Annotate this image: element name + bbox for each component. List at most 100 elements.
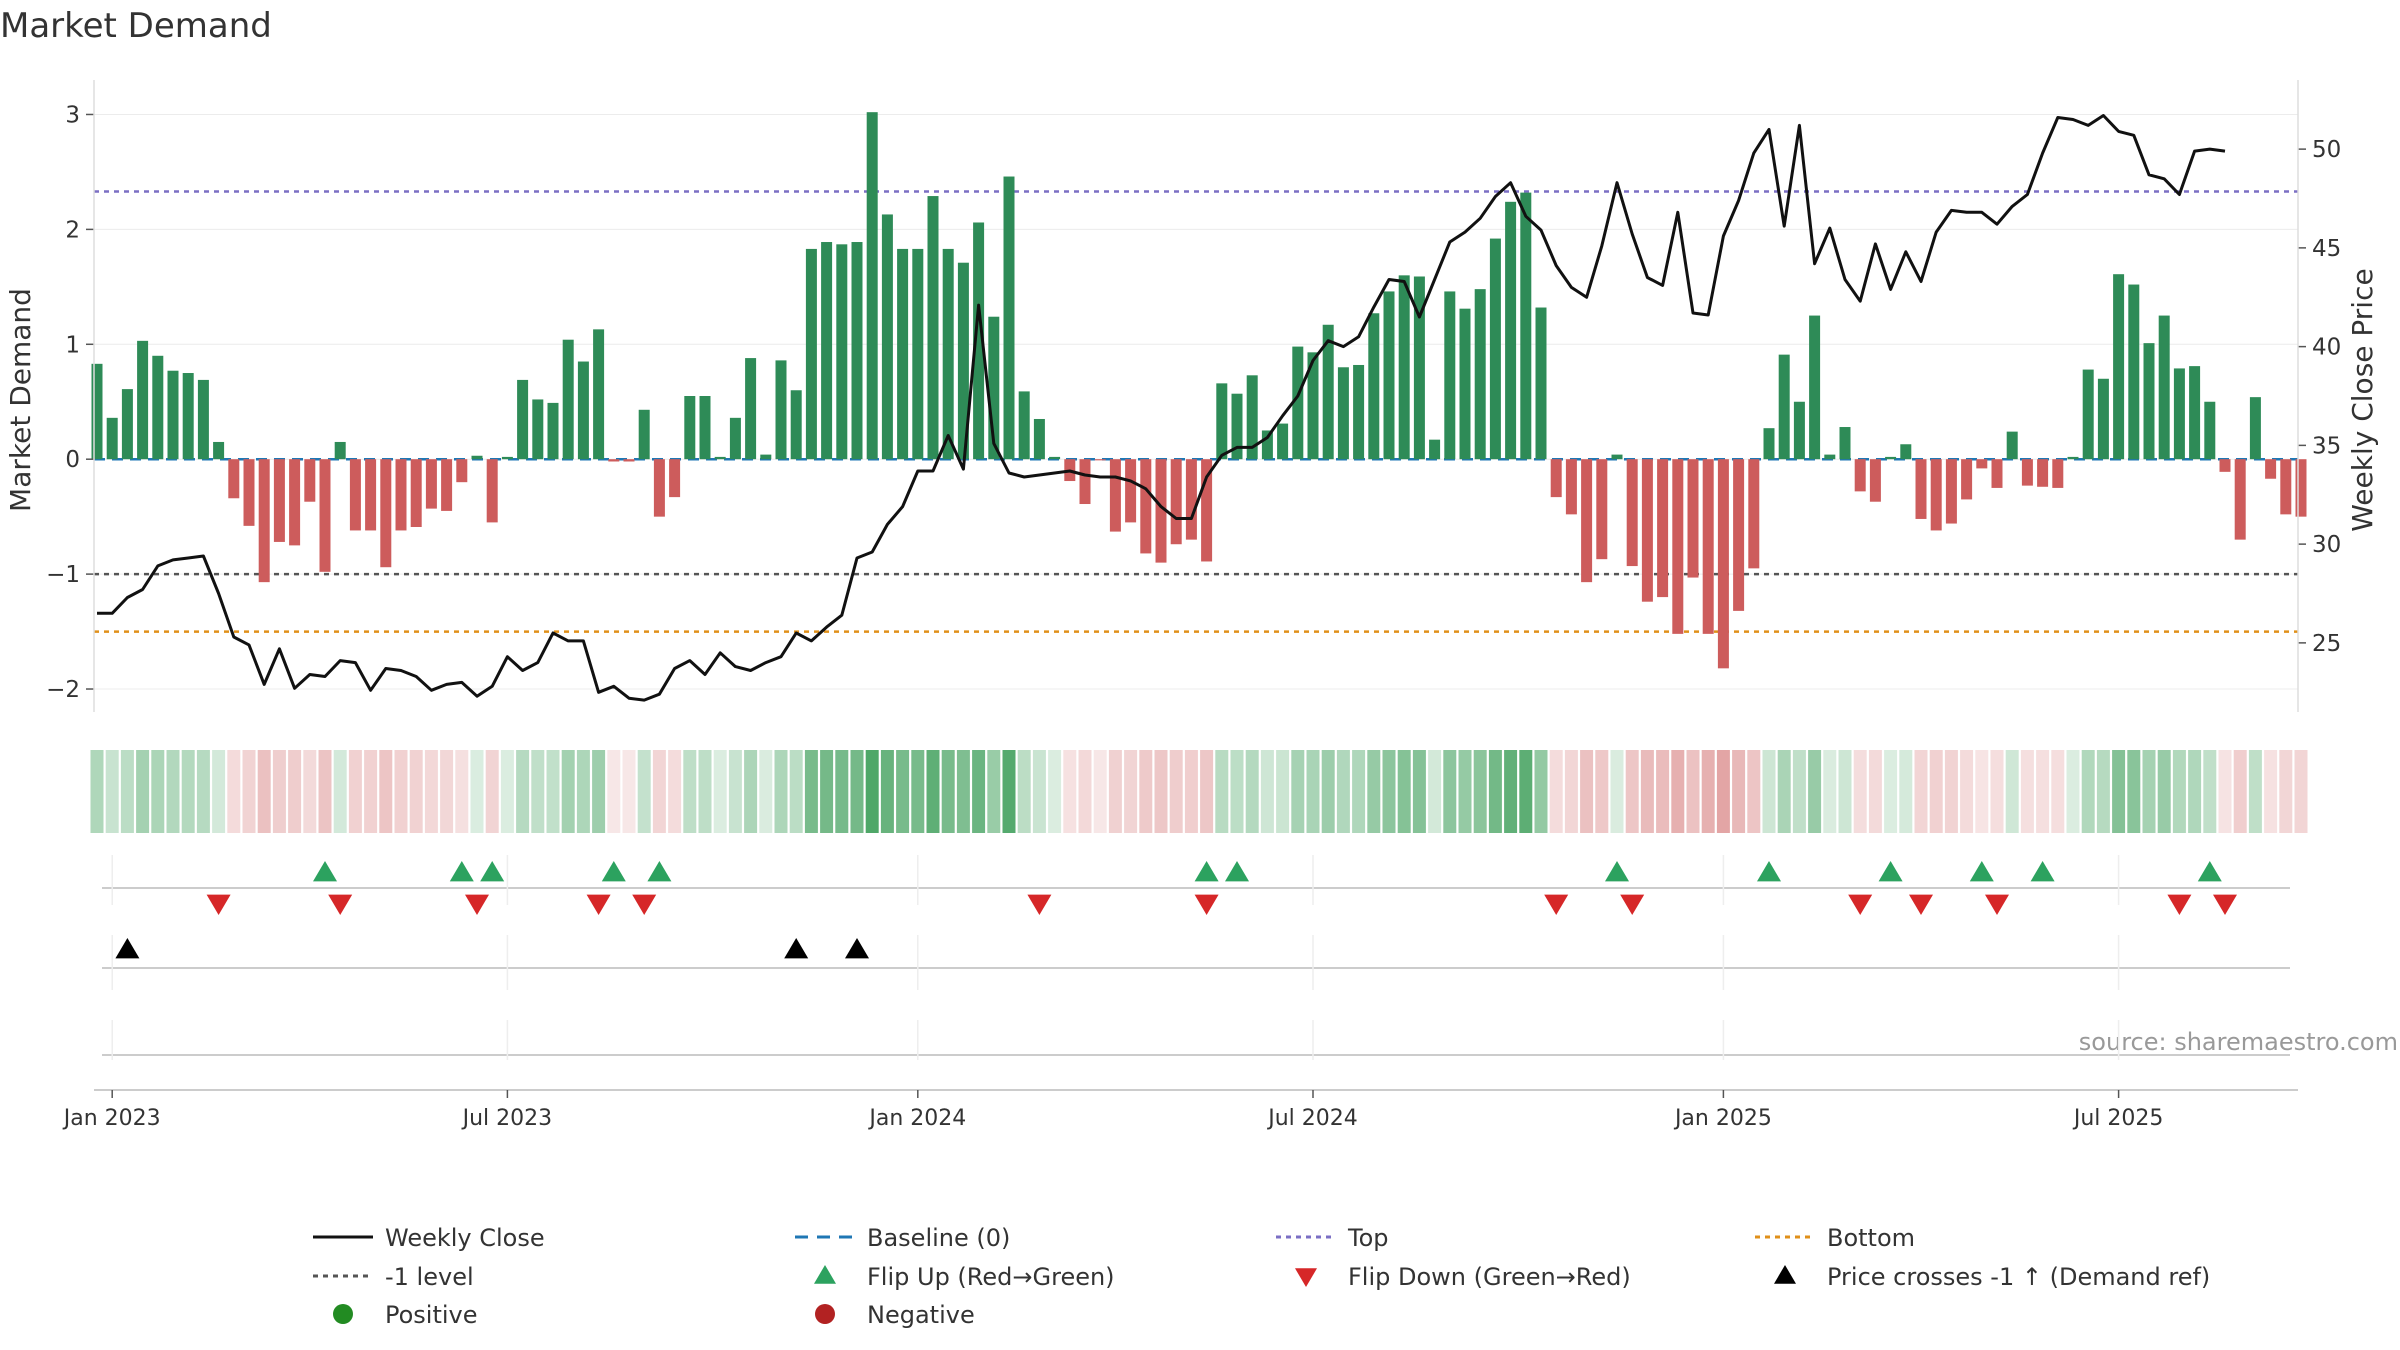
- heat-cell: [1549, 750, 1563, 833]
- demand-bar: [2173, 368, 2185, 460]
- heat-cell: [1929, 750, 1943, 833]
- flip-down-marker: [2213, 894, 2237, 915]
- heat-cell: [1032, 750, 1046, 833]
- flip-up-marker: [449, 861, 474, 882]
- heat-cell: [2279, 750, 2293, 833]
- demand-bar: [2234, 459, 2246, 540]
- demand-bar: [1094, 459, 1106, 461]
- heat-cell: [1412, 750, 1426, 833]
- demand-bar: [1033, 418, 1045, 460]
- heat-cell: [1245, 750, 1259, 833]
- legend-item: Baseline (0): [795, 1224, 1010, 1252]
- demand-bar: [1003, 176, 1015, 460]
- demand-bar: [1550, 459, 1562, 498]
- demand-bar: [927, 196, 939, 460]
- flip-up-marker: [647, 861, 672, 882]
- demand-bar: [2097, 378, 2109, 460]
- heat-cell: [1975, 750, 1989, 833]
- heat-cell: [1382, 750, 1396, 833]
- heat-cell: [2005, 750, 2019, 833]
- heat-cell: [2218, 750, 2232, 833]
- heat-cell: [2188, 750, 2202, 833]
- demand-bar: [1109, 459, 1121, 532]
- legend-swatch-circle: [815, 1304, 835, 1324]
- heat-cell: [1640, 750, 1654, 833]
- demand-bar: [1079, 459, 1091, 505]
- heat-cell: [2020, 750, 2034, 833]
- heat-cell: [2172, 750, 2186, 833]
- flip-up-marker: [1757, 861, 1781, 882]
- left-axis-label: Market Demand: [4, 288, 37, 512]
- heat-cell: [2051, 750, 2065, 833]
- demand-bar: [1155, 459, 1167, 563]
- demand-bar: [395, 459, 407, 531]
- legend-label: Negative: [867, 1301, 975, 1329]
- heat-cell: [333, 750, 347, 833]
- demand-bar: [1520, 192, 1532, 460]
- heat-cell: [987, 750, 1001, 833]
- heat-cell: [1473, 750, 1487, 833]
- heat-cell: [896, 750, 910, 833]
- heat-cell: [2294, 750, 2308, 833]
- heat-cell: [1124, 750, 1138, 833]
- left-tick-label: 3: [65, 102, 80, 128]
- demand-bar: [775, 360, 787, 460]
- flip-up-marker: [480, 861, 505, 882]
- flip-down-marker: [1848, 894, 1873, 915]
- heat-cell: [850, 750, 864, 833]
- left-tick-label: 2: [65, 217, 80, 243]
- legend-item: Flip Up (Red→Green): [814, 1263, 1115, 1291]
- demand-bar: [866, 112, 878, 460]
- x-tick-label: Jan 2024: [867, 1106, 966, 1131]
- demand-bar: [897, 248, 909, 460]
- demand-bar: [2219, 459, 2231, 472]
- heat-cell: [637, 750, 651, 833]
- heat-cell: [789, 750, 803, 833]
- heat-cell: [1093, 750, 1107, 833]
- legend-item: Flip Down (Green→Red): [1295, 1263, 1631, 1291]
- heat-cell: [2112, 750, 2126, 833]
- heat-cell: [2142, 750, 2156, 833]
- flip-up-marker: [2030, 861, 2055, 882]
- heat-cell: [1534, 750, 1548, 833]
- heat-cell: [941, 750, 955, 833]
- heat-cell: [516, 750, 530, 833]
- heat-cell: [409, 750, 423, 833]
- left-tick-label: −1: [46, 562, 80, 588]
- heat-cell: [1276, 750, 1290, 833]
- heat-cell: [774, 750, 788, 833]
- demand-bar: [2204, 401, 2216, 460]
- right-tick-label: 25: [2312, 631, 2341, 657]
- right-tick-label: 45: [2312, 236, 2341, 262]
- legend-item: Weekly Close: [313, 1224, 545, 1252]
- heat-cell: [1215, 750, 1229, 833]
- demand-bar: [957, 262, 969, 460]
- demand-bar: [1505, 201, 1517, 460]
- demand-bar: [669, 459, 681, 498]
- demand-bar: [182, 373, 194, 460]
- demand-bar: [1945, 459, 1957, 524]
- heat-cell: [1747, 750, 1761, 833]
- demand-bar: [1261, 430, 1273, 460]
- demand-bar: [319, 459, 331, 572]
- heat-cell: [227, 750, 241, 833]
- heat-cell: [348, 750, 362, 833]
- demand-bar: [1170, 459, 1182, 545]
- heat-cell: [1336, 750, 1350, 833]
- heat-cell: [1488, 750, 1502, 833]
- demand-bar: [608, 459, 620, 462]
- demand-bar: [881, 214, 893, 460]
- heat-cell: [1732, 750, 1746, 833]
- flip-down-marker: [1544, 894, 1569, 915]
- heat-cell: [728, 750, 742, 833]
- demand-bar: [1444, 291, 1456, 460]
- demand-bar: [304, 459, 316, 502]
- heat-cell: [1792, 750, 1806, 833]
- demand-bar: [1763, 428, 1775, 460]
- demand-bar: [1839, 427, 1851, 460]
- legend-item: Price crosses -1 ↑ (Demand ref): [1774, 1263, 2210, 1291]
- heat-cell: [1321, 750, 1335, 833]
- heat-cell: [1428, 750, 1442, 833]
- flip-down-marker: [1985, 894, 2009, 915]
- heat-cell: [1686, 750, 1700, 833]
